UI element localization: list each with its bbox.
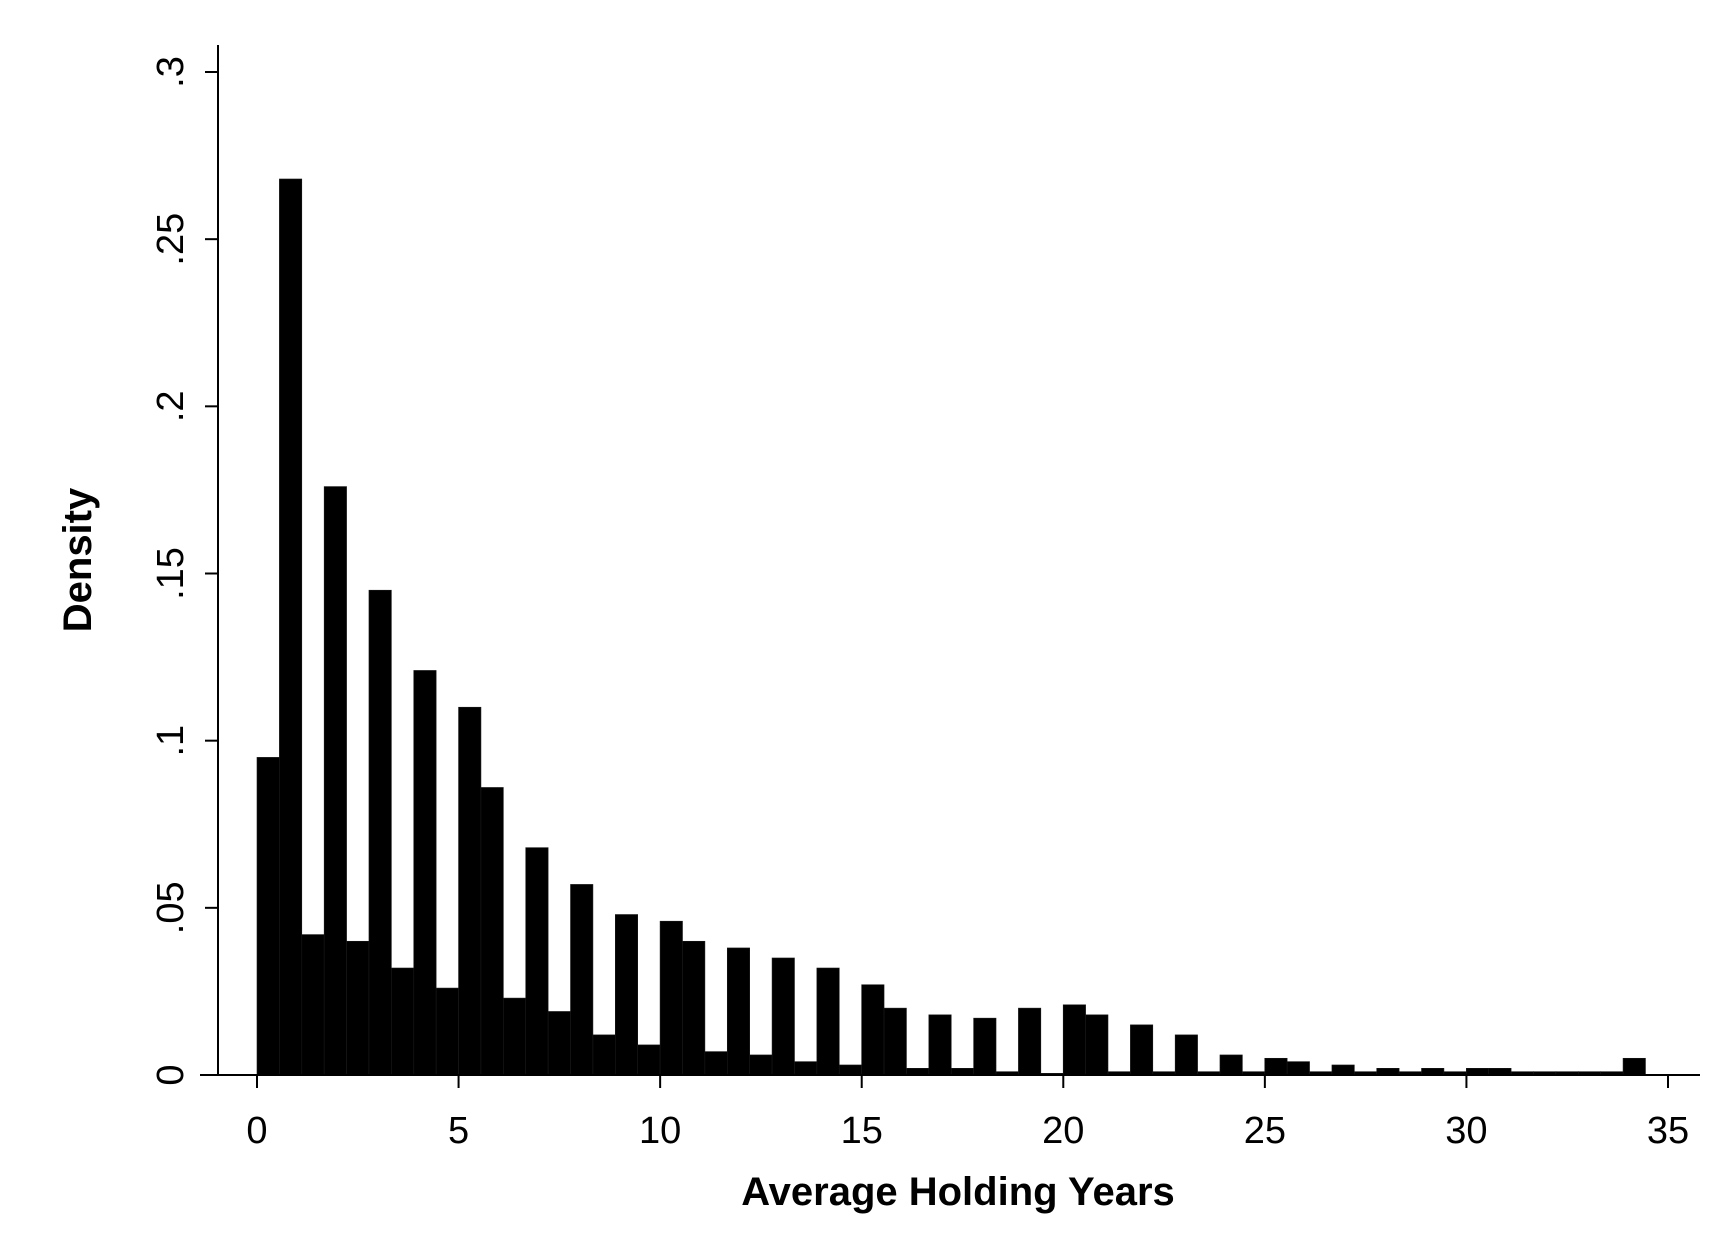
histogram-bar (323, 486, 347, 1076)
histogram-bar (704, 1051, 728, 1076)
x-axis-title: Average Holding Years (741, 1170, 1175, 1214)
x-tick-label: 25 (1244, 1110, 1286, 1152)
histogram-bar (1130, 1024, 1154, 1076)
histogram-bar (794, 1061, 818, 1076)
y-tick-label: .15 (150, 547, 192, 600)
histogram-bar (1466, 1068, 1490, 1076)
histogram-bar (503, 997, 527, 1076)
histogram-bar (525, 847, 549, 1076)
histogram-bar (435, 987, 459, 1076)
y-tick-label: .2 (150, 390, 192, 422)
y-tick-label: .25 (150, 213, 192, 266)
histogram-bar (1376, 1068, 1400, 1076)
histogram-bar (726, 947, 750, 1076)
histogram-bar (547, 1011, 571, 1076)
y-tick-label: .05 (150, 881, 192, 934)
x-tick-label: 35 (1647, 1110, 1689, 1152)
histogram-bar (301, 934, 325, 1076)
histogram-bar (950, 1068, 974, 1076)
histogram-bar (771, 957, 795, 1076)
histogram-bar (1331, 1064, 1355, 1076)
histogram-bar (592, 1034, 616, 1076)
histogram-bar (1488, 1068, 1512, 1076)
x-tick-label: 0 (246, 1110, 267, 1152)
histogram-bar (279, 178, 303, 1076)
histogram-bar (883, 1007, 907, 1076)
histogram-bar (906, 1068, 930, 1076)
histogram-bar (749, 1054, 773, 1076)
y-axis-ticks: 0 .05 .1 .15 .2 .25 .3 (150, 56, 218, 1086)
x-tick-label: 15 (841, 1110, 883, 1152)
histogram-bar (1085, 1014, 1109, 1076)
x-tick-label: 5 (448, 1110, 469, 1152)
histogram-bar (1264, 1057, 1288, 1076)
histogram-bar (480, 787, 504, 1076)
histogram-bar (256, 757, 280, 1076)
histogram-bar (346, 940, 370, 1076)
x-tick-label: 20 (1042, 1110, 1084, 1152)
histogram-bar (1174, 1034, 1198, 1076)
histogram-bar (1286, 1061, 1310, 1076)
histogram-bar (458, 706, 482, 1076)
histogram-bar (615, 914, 638, 1076)
y-axis-title: Density (56, 487, 100, 632)
histogram-bar (816, 967, 840, 1076)
histogram-bar (1018, 1007, 1042, 1076)
histogram-bar (368, 589, 392, 1076)
histogram-bar (659, 920, 683, 1076)
histogram-bar (1219, 1054, 1243, 1076)
x-tick-label: 30 (1445, 1110, 1487, 1152)
histogram-bar (973, 1017, 997, 1076)
x-axis-ticks: 0 5 10 15 20 25 30 35 (246, 1075, 1689, 1152)
y-tick-label: 0 (150, 1064, 192, 1085)
histogram-bar (928, 1014, 952, 1076)
histogram-bar (413, 670, 437, 1076)
y-tick-label: .3 (150, 56, 192, 88)
histogram-bar (391, 967, 415, 1076)
histogram-bar (637, 1044, 661, 1076)
histogram-bar (861, 984, 885, 1076)
histogram-bar (682, 940, 706, 1076)
histogram-bar (1622, 1057, 1646, 1076)
y-tick-label: .1 (150, 725, 192, 757)
histogram-bars (256, 178, 1646, 1076)
histogram-bar (1421, 1068, 1445, 1076)
histogram-bar (838, 1064, 862, 1076)
histogram-bar (1062, 1004, 1086, 1076)
histogram-bar (570, 884, 594, 1076)
x-tick-label: 10 (639, 1110, 681, 1152)
